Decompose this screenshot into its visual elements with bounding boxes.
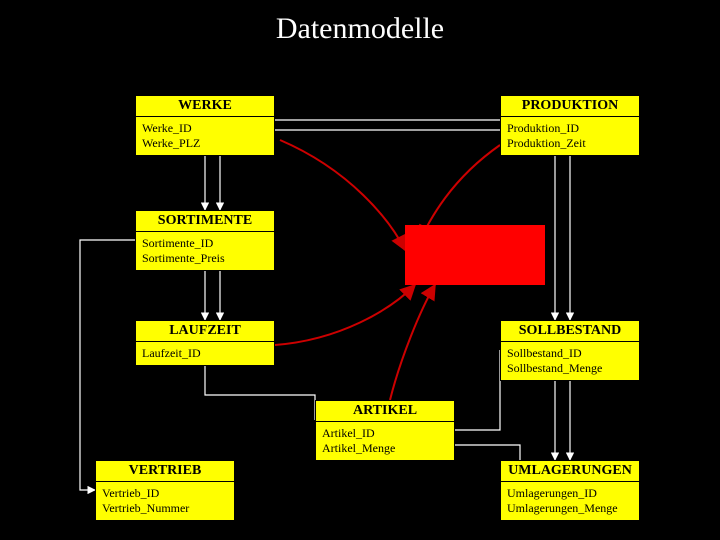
entity-field: Sortimente_ID [142, 236, 268, 251]
entity-field: Laufzeit_ID [142, 346, 268, 361]
diagram-canvas: Datenmodelle WERKEWerke_IDWerke_PLZPRODU… [0, 0, 720, 540]
entity-field: Artikel_ID [322, 426, 448, 441]
entity-field: Produktion_ID [507, 121, 633, 136]
entity-fields: Umlagerungen_IDUmlagerungen_Menge [501, 482, 639, 520]
entity-header: VERTRIEB [96, 461, 234, 482]
entity-field: Vertrieb_Nummer [102, 501, 228, 516]
entity-umlagerungen: UMLAGERUNGENUmlagerungen_IDUmlagerungen_… [500, 460, 640, 521]
entity-field: Werke_PLZ [142, 136, 268, 151]
entity-field: Produktion_Zeit [507, 136, 633, 151]
entity-field: Sortimente_Preis [142, 251, 268, 266]
highlight-box [405, 225, 545, 285]
entity-produktion: PRODUKTIONProduktion_IDProduktion_Zeit [500, 95, 640, 156]
entity-laufzeit: LAUFZEIT Laufzeit_ID [135, 320, 275, 366]
edge [275, 285, 415, 345]
entity-field: Sollbestand_Menge [507, 361, 633, 376]
edge [205, 364, 315, 420]
entity-header: UMLAGERUNGEN [501, 461, 639, 482]
entity-fields: Vertrieb_IDVertrieb_Nummer [96, 482, 234, 520]
entity-artikel: ARTIKELArtikel_IDArtikel_Menge [315, 400, 455, 461]
entity-field: Umlagerungen_ID [507, 486, 633, 501]
entity-fields: Produktion_IDProduktion_Zeit [501, 117, 639, 155]
edge [280, 140, 405, 250]
entity-header: ARTIKEL [316, 401, 454, 422]
entity-header: LAUFZEIT [136, 321, 274, 342]
entity-fields: Artikel_IDArtikel_Menge [316, 422, 454, 460]
diagram-title: Datenmodelle [0, 12, 720, 46]
entity-field: Umlagerungen_Menge [507, 501, 633, 516]
entity-header: SORTIMENTE [136, 211, 274, 232]
entity-header: SOLLBESTAND [501, 321, 639, 342]
edge [390, 285, 435, 400]
entity-field: Vertrieb_ID [102, 486, 228, 501]
edge [80, 240, 135, 490]
edge [455, 350, 500, 430]
entity-sortimente: SORTIMENTESortimente_IDSortimente_Preis [135, 210, 275, 271]
entity-field: Werke_ID [142, 121, 268, 136]
entity-header: WERKE [136, 96, 274, 117]
entity-field: Sollbestand_ID [507, 346, 633, 361]
entity-fields: Sollbestand_IDSollbestand_Menge [501, 342, 639, 380]
entity-fields: Laufzeit_ID [136, 342, 274, 365]
entity-fields: Sortimente_IDSortimente_Preis [136, 232, 274, 270]
entity-header: PRODUKTION [501, 96, 639, 117]
entity-fields: Werke_IDWerke_PLZ [136, 117, 274, 155]
entity-field: Artikel_Menge [322, 441, 448, 456]
entity-werke: WERKEWerke_IDWerke_PLZ [135, 95, 275, 156]
entity-sollbestand: SOLLBESTANDSollbestand_IDSollbestand_Men… [500, 320, 640, 381]
entity-vertrieb: VERTRIEBVertrieb_IDVertrieb_Nummer [95, 460, 235, 521]
